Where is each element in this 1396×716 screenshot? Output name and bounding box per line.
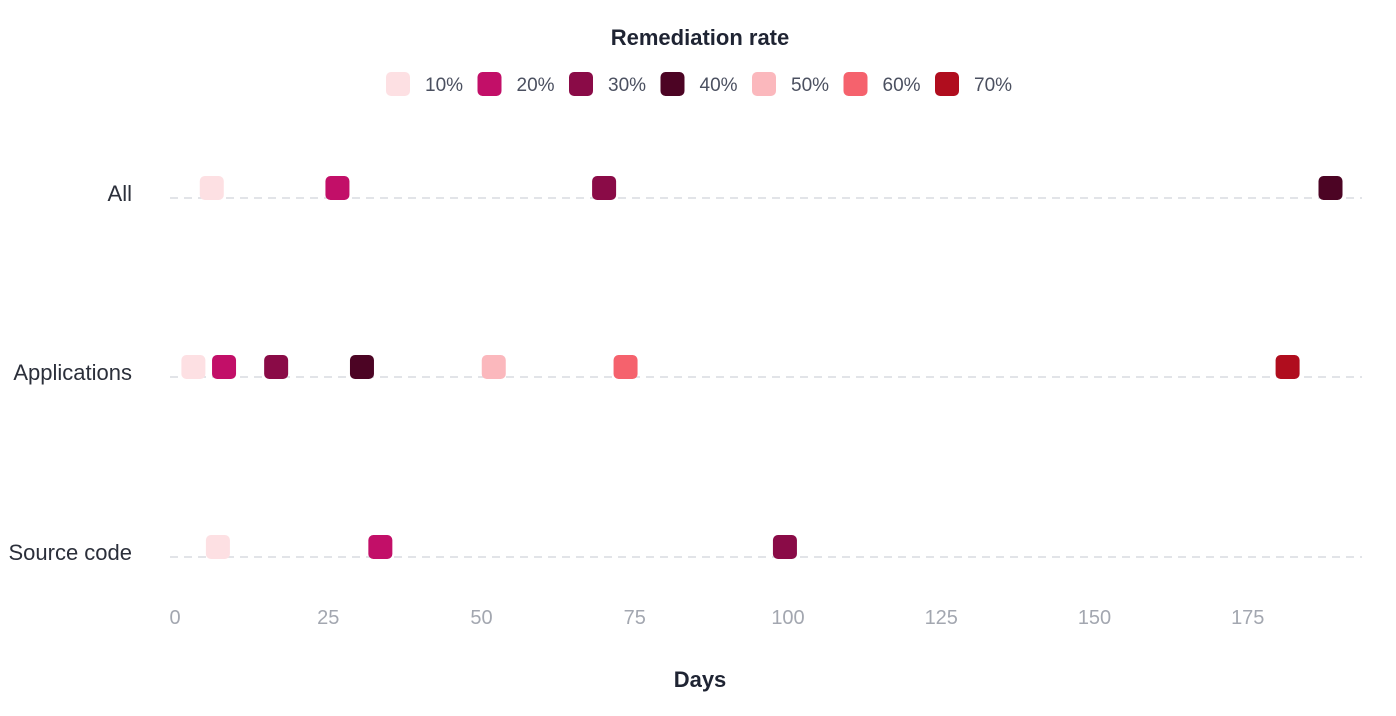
data-point bbox=[349, 355, 374, 379]
x-tick-label: 50 bbox=[470, 607, 492, 629]
legend-swatch bbox=[386, 72, 410, 96]
x-tick-label: 125 bbox=[925, 607, 958, 629]
x-tick-label: 0 bbox=[169, 607, 180, 629]
data-point bbox=[181, 355, 206, 379]
legend-label: 50% bbox=[791, 75, 829, 96]
data-point bbox=[368, 535, 393, 559]
data-point bbox=[772, 535, 797, 559]
category-rows: All Applications Source code bbox=[8, 181, 1362, 565]
legend-label: 10% bbox=[425, 75, 463, 96]
data-points bbox=[181, 176, 1343, 559]
data-point bbox=[205, 535, 230, 559]
legend-label: 60% bbox=[883, 75, 921, 96]
row-label: Source code bbox=[8, 540, 132, 565]
data-point bbox=[613, 355, 638, 379]
x-tick-label: 25 bbox=[317, 607, 339, 629]
x-axis-title: Days bbox=[674, 667, 727, 692]
row-label: All bbox=[108, 181, 132, 206]
data-point bbox=[1275, 355, 1300, 379]
legend-swatch bbox=[752, 72, 776, 96]
x-tick-label: 100 bbox=[771, 607, 804, 629]
legend-label: 40% bbox=[700, 75, 738, 96]
data-point bbox=[1318, 176, 1343, 200]
row-label: Applications bbox=[13, 360, 132, 385]
legend-title: Remediation rate bbox=[611, 25, 790, 50]
data-point bbox=[199, 176, 224, 200]
data-point bbox=[212, 355, 237, 379]
legend-swatch bbox=[477, 72, 502, 96]
legend-label: 30% bbox=[608, 75, 646, 96]
legend: 10% 20% 30% 40% 50% 60% 70% bbox=[386, 72, 1012, 96]
legend-swatch bbox=[935, 72, 959, 96]
x-tick-label: 75 bbox=[624, 607, 646, 629]
legend-label: 70% bbox=[974, 75, 1012, 96]
data-point bbox=[592, 176, 617, 200]
x-axis-ticks: 0 25 50 75 100 125 150 175 bbox=[169, 607, 1264, 629]
data-point bbox=[325, 176, 350, 200]
legend-label: 20% bbox=[517, 75, 555, 96]
legend-swatch bbox=[660, 72, 685, 96]
x-tick-label: 175 bbox=[1231, 607, 1264, 629]
data-point bbox=[481, 355, 506, 379]
x-tick-label: 150 bbox=[1078, 607, 1111, 629]
legend-swatch bbox=[569, 72, 593, 96]
legend-swatch bbox=[843, 72, 868, 96]
data-point bbox=[264, 355, 289, 379]
